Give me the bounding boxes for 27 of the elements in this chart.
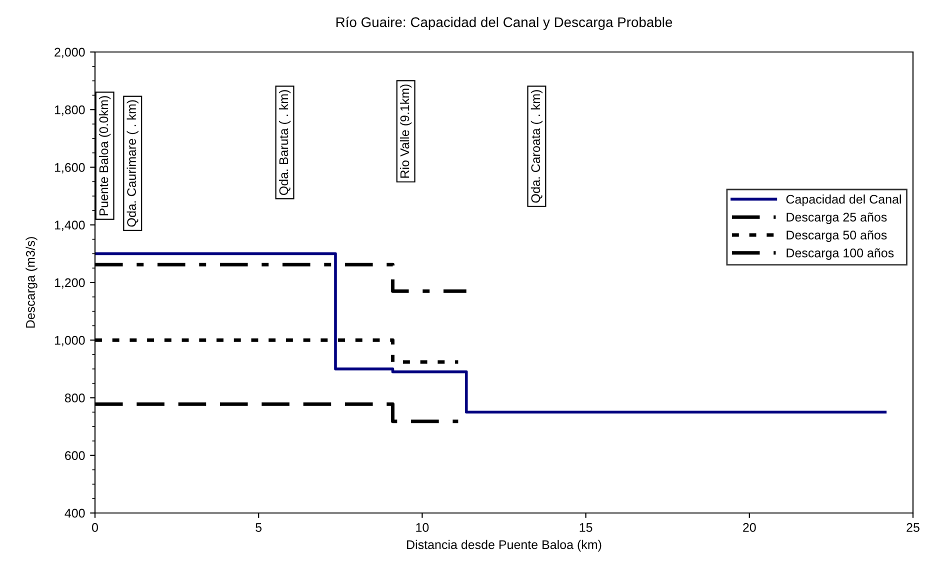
- x-tick-label: 0: [92, 523, 98, 532]
- x-axis-title: Distancia desde Puente Baloa (km): [407, 540, 602, 552]
- x-tick-label: 25: [906, 523, 920, 532]
- legend-label: Capacidad del Canal: [786, 194, 901, 206]
- y-tick-label: 1,800: [54, 105, 85, 116]
- annotation: Qda. Caroata ( . km): [530, 90, 543, 203]
- y-tick-label: 800: [64, 394, 85, 402]
- y-axis-title: Descarga (m3/s): [26, 237, 38, 328]
- legend-label: Descarga 50 años: [786, 230, 887, 242]
- y-tick-label: 2,000: [54, 48, 85, 58]
- chart-title: Río Guaire: Capacidad del Canal y Descarga Probable: [336, 16, 672, 30]
- y-tick-label: 1,400: [54, 220, 85, 232]
- x-tick-label: 5: [256, 523, 262, 532]
- y-tick-label: 1,200: [54, 278, 85, 289]
- x-tick-label: 15: [580, 523, 592, 532]
- y-tick-label: 1,000: [54, 336, 85, 346]
- y-tick-label: 400: [64, 508, 85, 518]
- x-tick-label: 10: [416, 523, 429, 532]
- legend-label: Descarga 25 años: [786, 212, 887, 224]
- y-tick-label: 600: [65, 451, 85, 460]
- annotation: Puente Baloa (0.0km): [98, 96, 111, 216]
- annotation: Qda. Caurimare ( . km): [126, 100, 138, 227]
- y-tick-label: 1,600: [54, 163, 85, 174]
- annotation: Qda. Baruta ( . km): [278, 90, 291, 196]
- annotation: Rio Valle (9.1km): [400, 84, 412, 178]
- x-tick-label: 20: [743, 523, 756, 532]
- legend-label: Descarga 100 años: [786, 248, 894, 260]
